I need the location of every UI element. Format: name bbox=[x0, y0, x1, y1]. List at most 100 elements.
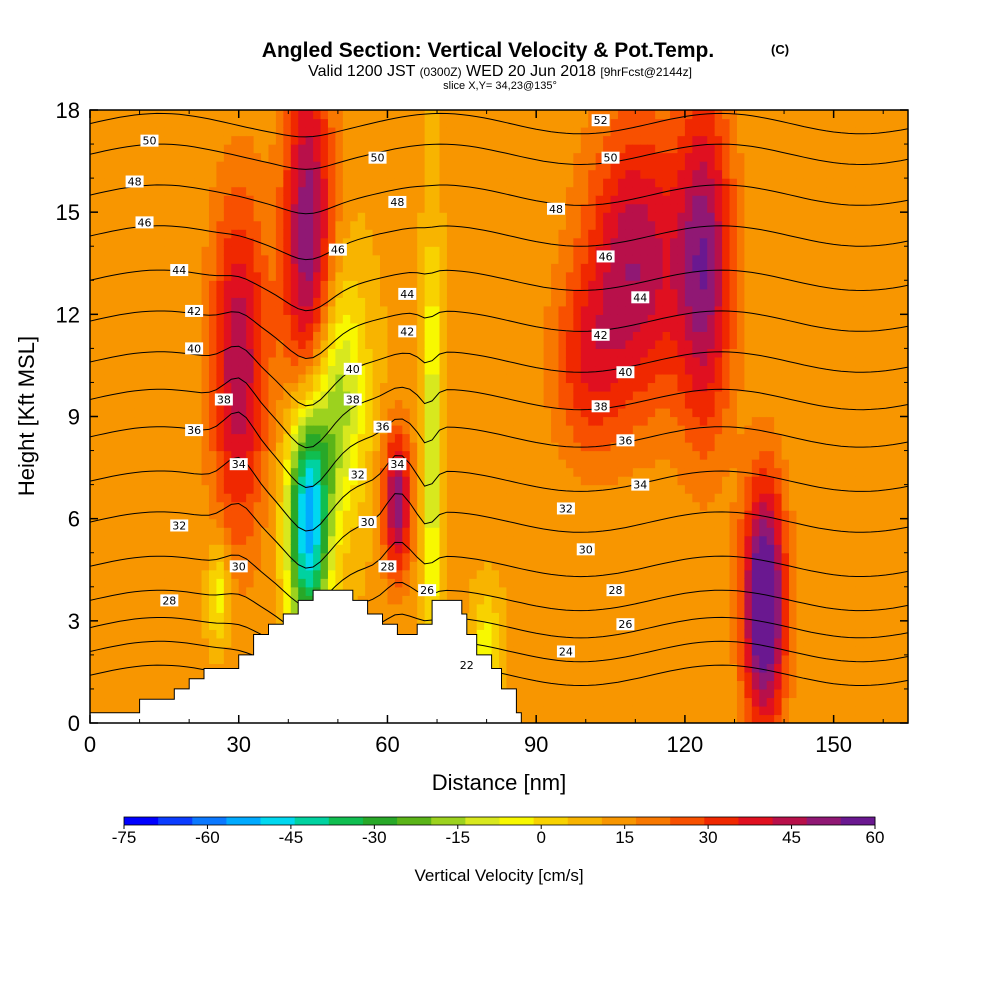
velocity-cell bbox=[194, 603, 203, 613]
velocity-cell bbox=[194, 544, 203, 554]
velocity-cell bbox=[357, 322, 366, 332]
velocity-cell bbox=[551, 459, 560, 469]
velocity-cell bbox=[290, 407, 299, 418]
velocity-cell bbox=[528, 382, 537, 392]
velocity-cell bbox=[357, 586, 366, 596]
velocity-cell bbox=[97, 637, 106, 647]
velocity-cell bbox=[186, 331, 195, 341]
velocity-cell bbox=[469, 118, 478, 128]
velocity-cell bbox=[283, 527, 292, 537]
velocity-cell bbox=[551, 110, 560, 120]
velocity-cell bbox=[402, 254, 411, 264]
velocity-cell bbox=[119, 705, 128, 716]
velocity-cell bbox=[216, 271, 225, 281]
velocity-cell bbox=[90, 442, 99, 452]
velocity-cell bbox=[603, 561, 612, 571]
velocity-cell bbox=[313, 433, 322, 443]
velocity-cell bbox=[469, 356, 478, 367]
velocity-cell bbox=[186, 297, 195, 307]
velocity-cell bbox=[90, 169, 99, 179]
velocity-cell bbox=[149, 288, 158, 298]
velocity-cell bbox=[558, 697, 567, 707]
velocity-cell bbox=[290, 356, 299, 367]
velocity-cell bbox=[275, 390, 284, 401]
velocity-cell bbox=[357, 178, 366, 188]
velocity-cell bbox=[565, 246, 574, 256]
velocity-cell bbox=[119, 544, 128, 554]
velocity-cell bbox=[588, 390, 597, 401]
velocity-cell bbox=[588, 144, 597, 154]
velocity-cell bbox=[216, 144, 225, 154]
velocity-cell bbox=[432, 493, 441, 503]
velocity-cell bbox=[149, 518, 158, 528]
velocity-cell bbox=[402, 203, 411, 213]
velocity-cell bbox=[387, 237, 396, 247]
velocity-cell bbox=[164, 195, 173, 205]
velocity-cell bbox=[231, 544, 240, 554]
velocity-cell bbox=[454, 365, 463, 375]
velocity-cell bbox=[201, 484, 210, 494]
velocity-cell bbox=[104, 459, 113, 469]
velocity-cell bbox=[469, 535, 478, 545]
velocity-cell bbox=[588, 510, 597, 520]
velocity-cell bbox=[171, 135, 180, 145]
velocity-cell bbox=[439, 220, 448, 230]
velocity-cell bbox=[380, 178, 389, 188]
velocity-cell bbox=[573, 518, 582, 528]
velocity-cell bbox=[394, 612, 403, 622]
velocity-cell bbox=[558, 637, 567, 647]
velocity-cell bbox=[417, 399, 426, 409]
velocity-cell bbox=[298, 407, 307, 418]
velocity-cell bbox=[387, 144, 396, 154]
velocity-cell bbox=[528, 620, 537, 630]
velocity-cell bbox=[156, 186, 165, 196]
velocity-cell bbox=[179, 612, 188, 622]
velocity-cell bbox=[461, 212, 470, 222]
velocity-cell bbox=[417, 612, 426, 622]
velocity-cell bbox=[558, 450, 567, 460]
velocity-cell bbox=[499, 365, 508, 375]
velocity-cell bbox=[350, 212, 359, 222]
velocity-cell bbox=[521, 467, 530, 477]
velocity-cell bbox=[201, 510, 210, 520]
velocity-cell bbox=[313, 425, 322, 435]
velocity-cell bbox=[432, 237, 441, 247]
velocity-cell bbox=[588, 127, 597, 137]
velocity-cell bbox=[275, 305, 284, 315]
velocity-cell bbox=[164, 646, 173, 656]
velocity-cell bbox=[521, 552, 530, 562]
velocity-cell bbox=[305, 203, 314, 213]
velocity-cell bbox=[327, 552, 336, 562]
velocity-cell bbox=[417, 152, 426, 162]
velocity-cell bbox=[521, 365, 530, 375]
velocity-cell bbox=[446, 195, 455, 205]
velocity-cell bbox=[268, 178, 277, 188]
velocity-cell bbox=[365, 450, 374, 460]
velocity-cell bbox=[387, 484, 396, 494]
velocity-cell bbox=[513, 561, 522, 571]
velocity-cell bbox=[261, 476, 270, 486]
velocity-cell bbox=[506, 467, 515, 477]
velocity-cell bbox=[231, 161, 240, 171]
velocity-cell bbox=[417, 331, 426, 341]
velocity-cell bbox=[469, 229, 478, 239]
velocity-cell bbox=[194, 229, 203, 239]
velocity-cell bbox=[313, 144, 322, 154]
velocity-cell bbox=[119, 637, 128, 647]
velocity-cell bbox=[171, 544, 180, 554]
velocity-cell bbox=[97, 705, 106, 716]
velocity-cell bbox=[409, 467, 418, 477]
velocity-cell bbox=[357, 459, 366, 469]
velocity-cell bbox=[186, 110, 195, 120]
velocity-cell bbox=[506, 425, 515, 435]
velocity-cell bbox=[142, 280, 151, 290]
velocity-cell bbox=[528, 229, 537, 239]
velocity-cell bbox=[565, 314, 574, 324]
velocity-cell bbox=[246, 450, 255, 460]
velocity-cell bbox=[521, 493, 530, 503]
velocity-cell bbox=[119, 314, 128, 324]
velocity-cell bbox=[164, 297, 173, 307]
velocity-cell bbox=[246, 322, 255, 332]
velocity-cell bbox=[454, 220, 463, 230]
velocity-cell bbox=[432, 203, 441, 213]
